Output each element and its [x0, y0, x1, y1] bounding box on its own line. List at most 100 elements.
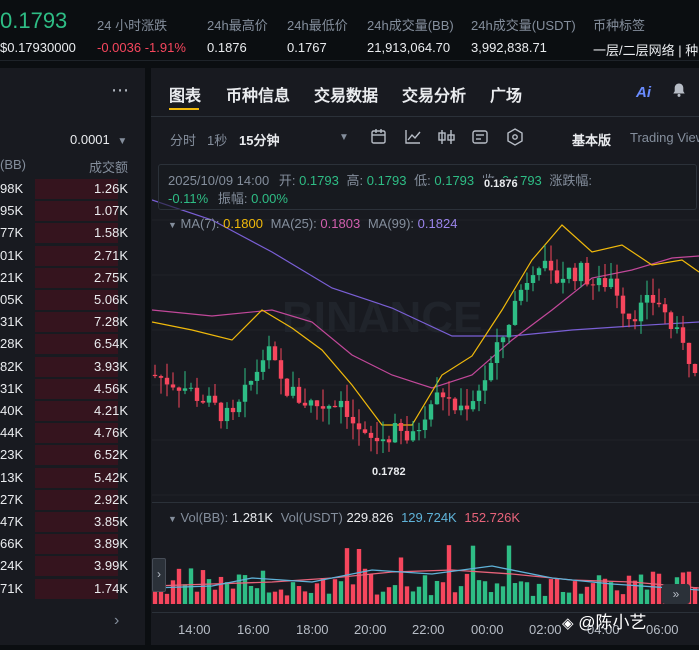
row-total: 1.26K: [94, 181, 128, 196]
precision-select[interactable]: 0.0001 ▼: [70, 132, 127, 147]
volume-bar: [644, 589, 650, 604]
candle-body: [254, 371, 260, 381]
candle-body: [218, 402, 224, 422]
kline-chart[interactable]: BINANCE 2025/10/09 14:00 开: 0.1793 高: 0.…: [151, 160, 699, 645]
volume-bar: [194, 591, 200, 604]
order-book-row[interactable]: 77K 1.58K: [0, 222, 145, 244]
tab-square[interactable]: 广场: [490, 88, 523, 105]
candle-body: [332, 405, 338, 408]
kline-svg[interactable]: BINANCE: [151, 160, 699, 645]
order-book-row[interactable]: 13K 5.42K: [0, 467, 145, 489]
volume-bar: [428, 595, 434, 604]
depth-bar: [35, 489, 118, 510]
order-book-row[interactable]: 40K 4.21K: [0, 400, 145, 422]
ma99-value: 0.1824: [417, 216, 458, 231]
tab-trade-data[interactable]: 交易数据: [314, 88, 379, 105]
interval-15m[interactable]: 15分钟: [239, 133, 280, 148]
candle-body: [272, 346, 278, 361]
bell-icon[interactable]: [671, 82, 687, 98]
order-book-row[interactable]: 28K 6.54K: [0, 333, 145, 355]
chevron-down-icon: ▼: [117, 136, 128, 147]
order-book-row[interactable]: 23K 6.52K: [0, 444, 145, 466]
volume-bar: [464, 573, 470, 604]
candles: [152, 245, 698, 455]
change-label: 24 小时涨跌: [97, 18, 168, 33]
candle-body: [206, 395, 212, 403]
order-book-row[interactable]: 66K 3.89K: [0, 533, 145, 555]
vol-ma2-line: [151, 569, 699, 589]
more-icon[interactable]: ⋯: [111, 80, 130, 100]
volume-bar: [398, 557, 404, 604]
candle-body: [368, 432, 374, 438]
order-book: ⋯ 0.0001 ▼ (BB) 成交额 98K 1.26K 95K 1.07K 77K 1…: [0, 68, 145, 645]
order-book-row[interactable]: 31K 4.56K: [0, 378, 145, 400]
vol-ma1-value: 129.724K: [401, 510, 457, 525]
tab-trade-analysis[interactable]: 交易分析: [402, 88, 467, 105]
divider: [151, 116, 699, 117]
interval-dropdown-icon[interactable]: ▼: [339, 132, 349, 143]
volume-bar: [554, 578, 560, 604]
credit-watermark: ◈ @陈小艺: [562, 608, 647, 633]
volume-bar: [506, 545, 512, 604]
volume-bar: [386, 587, 392, 604]
interval-time[interactable]: 分时: [170, 133, 197, 148]
vol-usdt-value: 3,992,838.71: [471, 40, 547, 55]
collapse-icon[interactable]: ▼: [168, 220, 177, 230]
candle-body: [584, 262, 590, 285]
candle-body: [212, 395, 218, 403]
order-book-row[interactable]: 31K 7.28K: [0, 311, 145, 333]
order-book-row[interactable]: 24K 3.99K: [0, 555, 145, 577]
candle-body: [614, 278, 620, 296]
time-tick: 16:00: [237, 622, 270, 637]
order-book-row[interactable]: 82K 3.93K: [0, 356, 145, 378]
candle-body: [326, 405, 332, 409]
ma7-value: 0.1800: [223, 216, 263, 231]
order-book-row[interactable]: 05K 5.06K: [0, 289, 145, 311]
ai-icon[interactable]: Ai: [636, 84, 651, 101]
order-book-row[interactable]: 98K 1.26K: [0, 178, 145, 200]
volume-bar: [302, 591, 308, 604]
candle-body: [686, 342, 692, 364]
candle-body: [626, 313, 632, 320]
order-book-row[interactable]: 01K 2.71K: [0, 245, 145, 267]
order-book-row[interactable]: 21K 2.75K: [0, 267, 145, 289]
volume-bar: [278, 589, 284, 604]
vol-collapse-icon[interactable]: ▼: [168, 514, 177, 524]
order-book-row[interactable]: 95K 1.07K: [0, 200, 145, 222]
row-total: 2.75K: [94, 269, 128, 285]
vol-bb-label: Vol(BB):: [180, 510, 229, 525]
depth-bar: [35, 312, 118, 333]
order-book-row[interactable]: 27K 2.92K: [0, 489, 145, 511]
watermark: BINANCE: [282, 293, 482, 342]
tags-value[interactable]: 一层/二层网络 | 种: [593, 43, 699, 58]
order-book-row[interactable]: 71K 1.74K: [0, 578, 145, 600]
depth-bar: [35, 512, 118, 532]
volume-bar: [392, 585, 398, 604]
tab-coin-info[interactable]: 币种信息: [226, 88, 291, 105]
order-book-row[interactable]: 47K 3.85K: [0, 511, 145, 533]
order-book-row[interactable]: 44K 4.76K: [0, 422, 145, 444]
tradingview-toggle[interactable]: Trading View: [630, 130, 699, 145]
volume-bar: [374, 594, 380, 604]
candle-body: [662, 304, 668, 313]
depth-bar: [35, 245, 118, 266]
candle-body: [596, 278, 602, 286]
volume-bar: [494, 583, 500, 604]
chevron-right-icon[interactable]: ›: [114, 612, 120, 629]
tab-chart[interactable]: 图表: [169, 88, 202, 105]
row-amount: 66K: [0, 536, 24, 552]
volume-bar: [350, 584, 356, 604]
candle-body: [182, 388, 188, 391]
ohlc-date: 2025/10/09 14:00: [168, 173, 270, 188]
change-value: -0.0036 -1.91%: [97, 40, 186, 55]
interval-1s[interactable]: 1秒: [207, 133, 228, 148]
volume-bar: [176, 568, 182, 604]
basic-view-toggle[interactable]: 基本版: [572, 133, 612, 148]
scroll-left-button[interactable]: ›: [152, 558, 166, 592]
candle-body: [632, 319, 638, 322]
depth-bar: [35, 378, 118, 399]
last-price: 0.1793: [0, 8, 68, 33]
vol-usdt-label: Vol(USDT): [280, 510, 343, 525]
candle-body: [422, 419, 428, 431]
scroll-to-latest-button[interactable]: »: [662, 584, 690, 604]
